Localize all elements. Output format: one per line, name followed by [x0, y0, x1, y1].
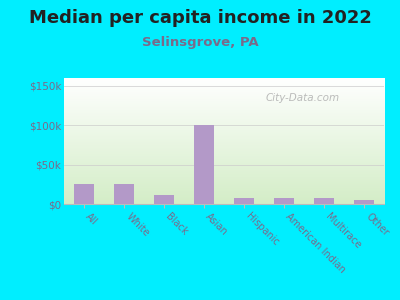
Bar: [74, 184, 94, 204]
Bar: [154, 194, 174, 204]
Text: City-Data.com: City-Data.com: [266, 93, 340, 103]
Text: Median per capita income in 2022: Median per capita income in 2022: [28, 9, 372, 27]
Bar: [234, 199, 254, 204]
Bar: [314, 198, 334, 204]
Bar: [114, 184, 134, 204]
Bar: [194, 125, 214, 204]
Text: Selinsgrove, PA: Selinsgrove, PA: [142, 36, 258, 49]
Bar: [274, 198, 294, 204]
Bar: [354, 200, 374, 204]
